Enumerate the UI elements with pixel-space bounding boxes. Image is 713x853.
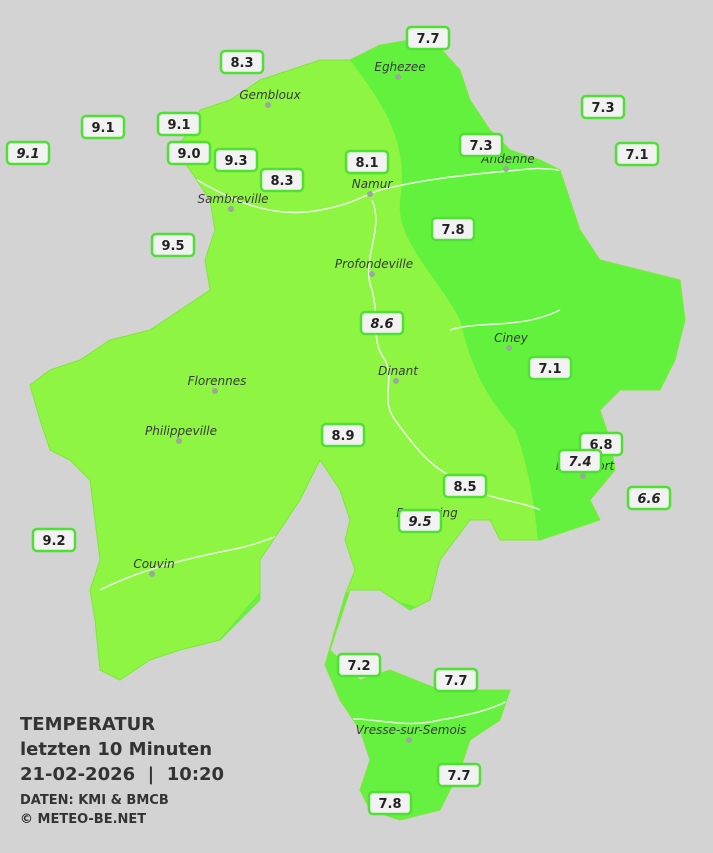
city-dot [580,473,586,479]
city-dot [265,102,271,108]
station-value: 7.7 [416,32,439,47]
station-value: 7.7 [447,769,470,784]
station-value: 8.9 [331,429,354,444]
station-value: 9.2 [42,534,65,549]
legend-source: DATEN: KMI & BMCB [20,793,169,808]
station-box [458,132,504,158]
station-value: 8.1 [355,156,378,171]
station-box [213,147,259,173]
station-box [430,216,476,242]
city-dot [149,571,155,577]
city-label: Eghezee [374,60,425,74]
stations: 7.7 8.3 7.3 9.1 9.1 7.3 9.1 9.0 9.3 8.1 7.1 8.3 7.8 9… [5,25,672,816]
station-box [359,310,405,336]
station-value: 9.5 [408,515,431,530]
station-box [80,114,126,140]
station-box [436,762,482,788]
station-value: 8.3 [270,174,293,189]
city-label: Vresse-sur-Semois [356,723,467,737]
legend-copyright: © METEO-BE.NET [20,812,146,827]
station-box [156,111,202,137]
legend-period: letzten 10 Minuten [20,739,212,760]
station-box [626,485,672,511]
legend: TEMPERATUR letzten 10 Minuten 21-02-2026… [20,714,224,827]
city-label: Couvin [133,557,174,571]
station-value: 9.1 [91,121,114,136]
station-value: 7.2 [347,659,370,674]
city-dot [393,378,399,384]
station-box [150,232,196,258]
city-label: Gembloux [239,88,301,102]
city-label: Sambreville [197,192,268,206]
station-value: 8.5 [453,480,476,495]
station-value: 9.3 [224,154,247,169]
station-box [336,652,382,678]
cities: EghezeeGemblouxAndenneNamurSambrevillePr… [133,60,616,743]
legend-title: TEMPERATUR [20,714,155,735]
station-value: 8.6 [370,317,393,332]
station-box [320,422,366,448]
city-label: Namur [352,177,394,191]
station-value: 7.1 [538,362,561,377]
station-value: 7.8 [378,797,401,812]
station-value: 9.1 [16,147,39,162]
station-value: 7.3 [591,101,614,116]
station-box [442,473,488,499]
city-dot [503,166,509,172]
station-value: 8.3 [230,56,253,71]
station-box [614,141,660,167]
city-label: Dinant [378,364,419,378]
station-box [166,140,212,166]
station-value: 7.4 [568,455,591,470]
station-box [557,448,603,474]
station-box [527,355,573,381]
station-box [580,94,626,120]
station-value: 6.6 [637,492,660,507]
station-box [259,167,305,193]
station-box [344,149,390,175]
city-dot [506,345,512,351]
station-value: 7.3 [469,139,492,154]
station-value: 7.7 [444,674,467,689]
city-dot [228,206,234,212]
station-value: 7.8 [441,223,464,238]
station-box [405,25,451,51]
station-value: 9.5 [161,239,184,254]
station-box [219,49,265,75]
city-dot [395,74,401,80]
station-box [5,140,51,166]
city-dot [176,438,182,444]
city-label: Florennes [188,374,247,388]
station-box [397,508,443,534]
station-box [31,527,77,553]
legend-datetime: 21-02-2026 | 10:20 [20,764,224,785]
station-box [367,790,413,816]
city-dot [369,271,375,277]
city-dot [367,191,373,197]
station-value: 7.1 [625,148,648,163]
city-dot [212,388,218,394]
city-label: Ciney [494,331,529,345]
station-value: 9.0 [177,147,200,162]
city-dot [406,737,412,743]
city-label: Profondeville [335,257,413,271]
city-label: Philippeville [145,424,217,438]
station-value: 9.1 [167,118,190,133]
station-box [433,667,479,693]
